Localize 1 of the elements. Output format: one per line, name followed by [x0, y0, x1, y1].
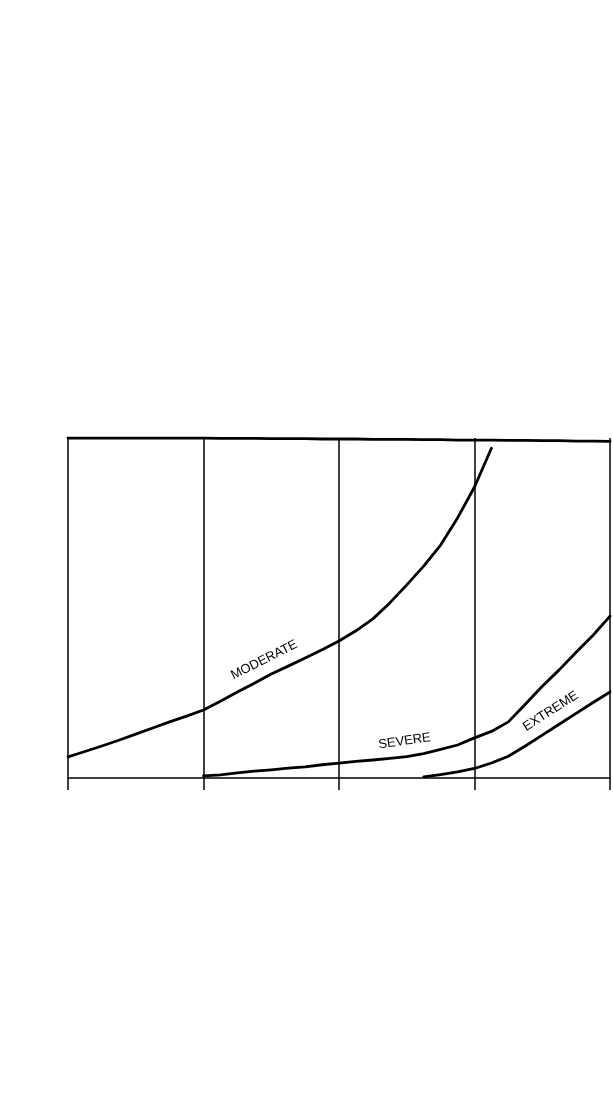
text: SEVERE — [377, 729, 432, 752]
